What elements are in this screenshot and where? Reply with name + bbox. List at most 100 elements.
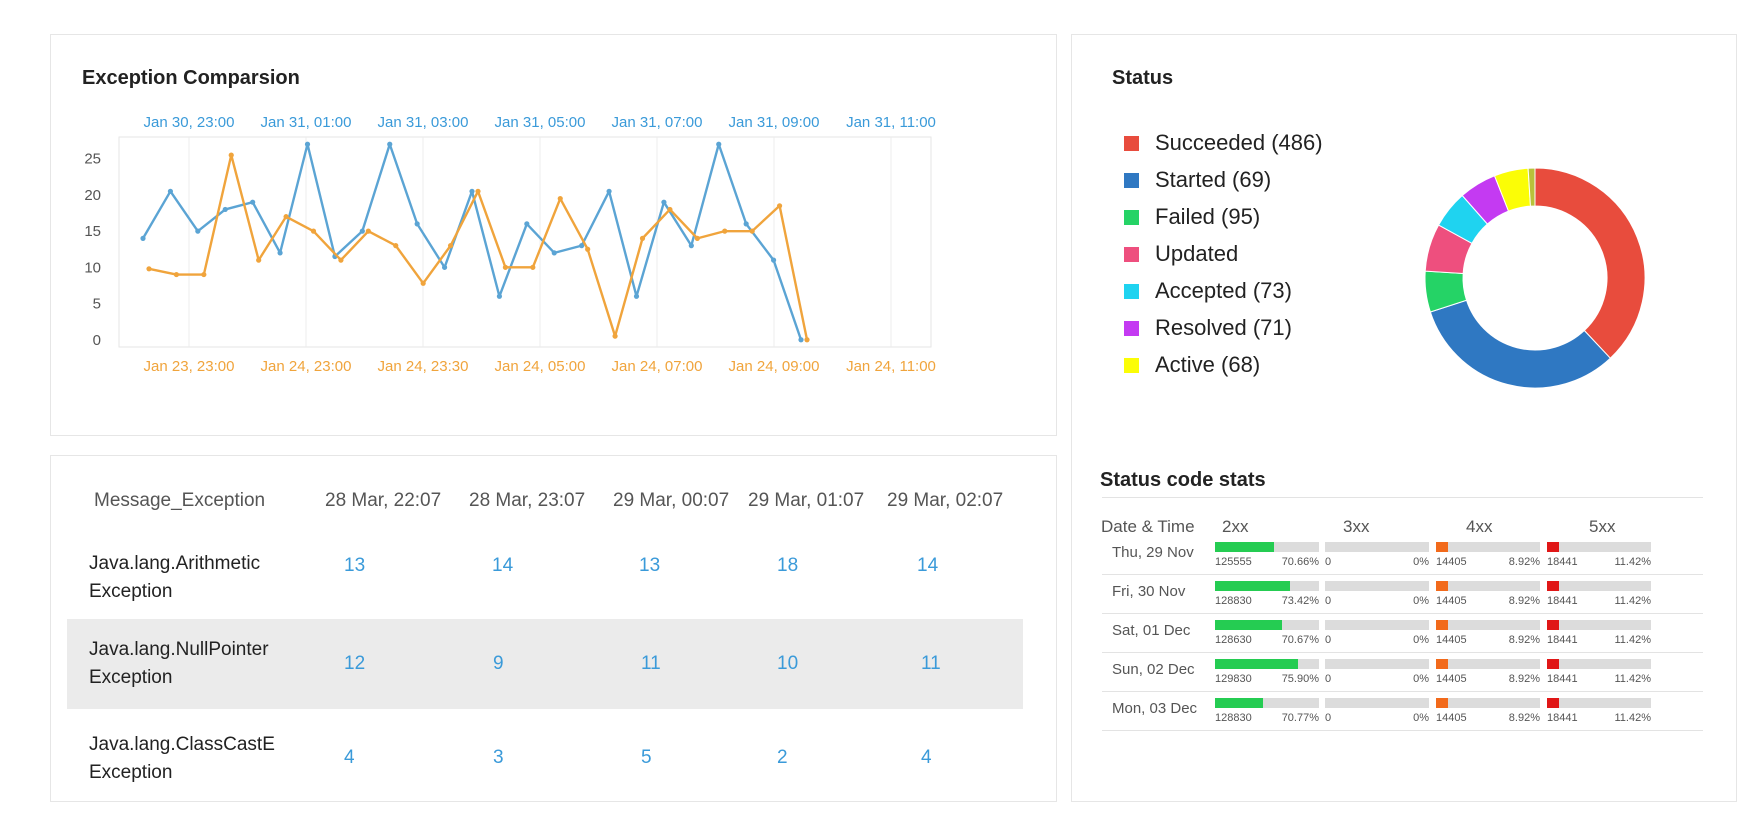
data-point [283,214,289,220]
sc-percent: 70.66% [1281,556,1319,568]
row-divider [1102,613,1703,614]
sc-count: 129830 [1215,673,1252,685]
exception-count: 13 [344,555,366,576]
y-axis-ticks: 0 5 10 15 20 25 [84,151,101,349]
sc-progress-bar [1325,620,1429,630]
bottom-x-tick-label: Jan 24, 07:00 [612,358,703,375]
sc-percent: 8.92% [1508,673,1540,685]
sc-progress-fill [1215,698,1263,708]
exception-count: 4 [344,747,355,768]
data-point [304,141,311,147]
donut-slice [1527,167,1536,207]
exception-count: 4 [921,747,932,768]
sc-progress-bar [1436,542,1540,552]
sc-percent: 75.90% [1281,673,1319,685]
legend-item[interactable]: Failed (95) [1124,202,1260,232]
data-point [359,228,365,234]
sc-date: Sat, 01 Dec [1112,622,1191,639]
row-divider [1102,691,1703,692]
legend-item[interactable]: Accepted (73) [1124,276,1292,306]
row-divider [1102,574,1703,575]
data-point [469,188,475,194]
sc-progress-bar [1215,542,1319,552]
sc-count: 128630 [1215,634,1252,646]
table-header-message: Message_Exception [94,490,266,511]
sc-progress-bar [1436,659,1540,669]
data-point [393,243,399,249]
data-point [201,271,207,278]
sc-count: 18441 [1547,673,1578,685]
exception-count: 5 [641,747,652,768]
legend-item[interactable]: Resolved (71) [1124,313,1292,343]
legend-item[interactable]: Started (69) [1124,165,1271,195]
table-row-highlight [67,619,1023,709]
top-x-tick-label: Jan 31, 11:00 [846,114,936,131]
data-point [387,141,393,147]
sc-header-3xx: 3xx [1343,517,1370,536]
table-header-col: 28 Mar, 23:07 [469,490,586,511]
sc-progress-fill [1215,659,1299,669]
sc-progress-fill [1547,698,1560,708]
sc-progress-bar [1325,698,1429,708]
legend-swatch [1124,246,1139,262]
legend-swatch [1124,320,1139,336]
sc-count: 0 [1325,712,1332,724]
exception-chart-title: Exception Comparsion [82,67,300,89]
divider [1102,497,1703,498]
sc-count: 0 [1325,634,1332,646]
sc-percent: 8.92% [1508,712,1540,724]
sc-percent: 8.92% [1508,556,1540,568]
sc-progress-bar [1547,659,1651,669]
sc-progress-fill [1436,581,1449,591]
bottom-x-tick-label: Jan 24, 23:30 [378,358,469,375]
bottom-x-tick-label: Jan 23, 23:00 [144,358,235,375]
data-point [798,337,804,343]
status-title: Status [1112,67,1174,89]
sc-percent: 70.67% [1281,634,1319,646]
sc-percent: 0% [1413,595,1429,607]
sc-date: Mon, 03 Dec [1112,700,1198,717]
sc-percent: 8.92% [1508,634,1540,646]
y-tick-label: 10 [84,259,101,276]
sc-count: 128830 [1215,595,1252,607]
bottom-x-tick-label: Jan 24, 05:00 [495,358,586,375]
sc-count: 14405 [1436,595,1467,607]
sc-progress-fill [1547,542,1560,552]
data-point [557,195,563,202]
exception-count: 11 [921,653,941,674]
exception-count: 13 [639,555,661,576]
data-point [256,257,262,263]
data-point [770,257,777,263]
legend-item[interactable]: Active (68) [1124,350,1260,380]
data-point [250,199,256,205]
sc-percent: 11.42% [1614,595,1652,607]
bottom-x-tick-label: Jan 24, 09:00 [729,358,820,375]
row-divider [1102,730,1703,731]
data-point [475,188,481,194]
series-line [141,143,803,341]
table-header-col: 28 Mar, 22:07 [325,490,442,511]
sc-progress-bar [1547,698,1651,708]
sc-progress-bar [1436,620,1540,630]
sc-progress-bar [1215,659,1319,669]
data-point [694,235,700,241]
legend-item[interactable]: Succeeded (486) [1124,128,1323,158]
data-point [420,280,426,286]
legend-item[interactable]: Updated [1124,239,1238,269]
sc-count: 125555 [1215,556,1252,568]
data-point [277,250,283,256]
data-point [365,228,371,234]
chart-series [140,141,810,343]
exception-name: Java.lang.Arithmetic Exception [89,553,261,602]
data-point [667,206,673,213]
data-point [743,221,749,227]
top-x-tick-label: Jan 31, 01:00 [261,114,352,131]
data-point [749,228,755,234]
sc-progress-bar [1547,542,1651,552]
status-code-stats-title: Status code stats [1100,469,1266,491]
sc-count: 18441 [1547,595,1578,607]
sc-progress-bar [1215,581,1319,591]
exception-count: 18 [777,555,799,576]
legend-swatch [1124,172,1139,188]
